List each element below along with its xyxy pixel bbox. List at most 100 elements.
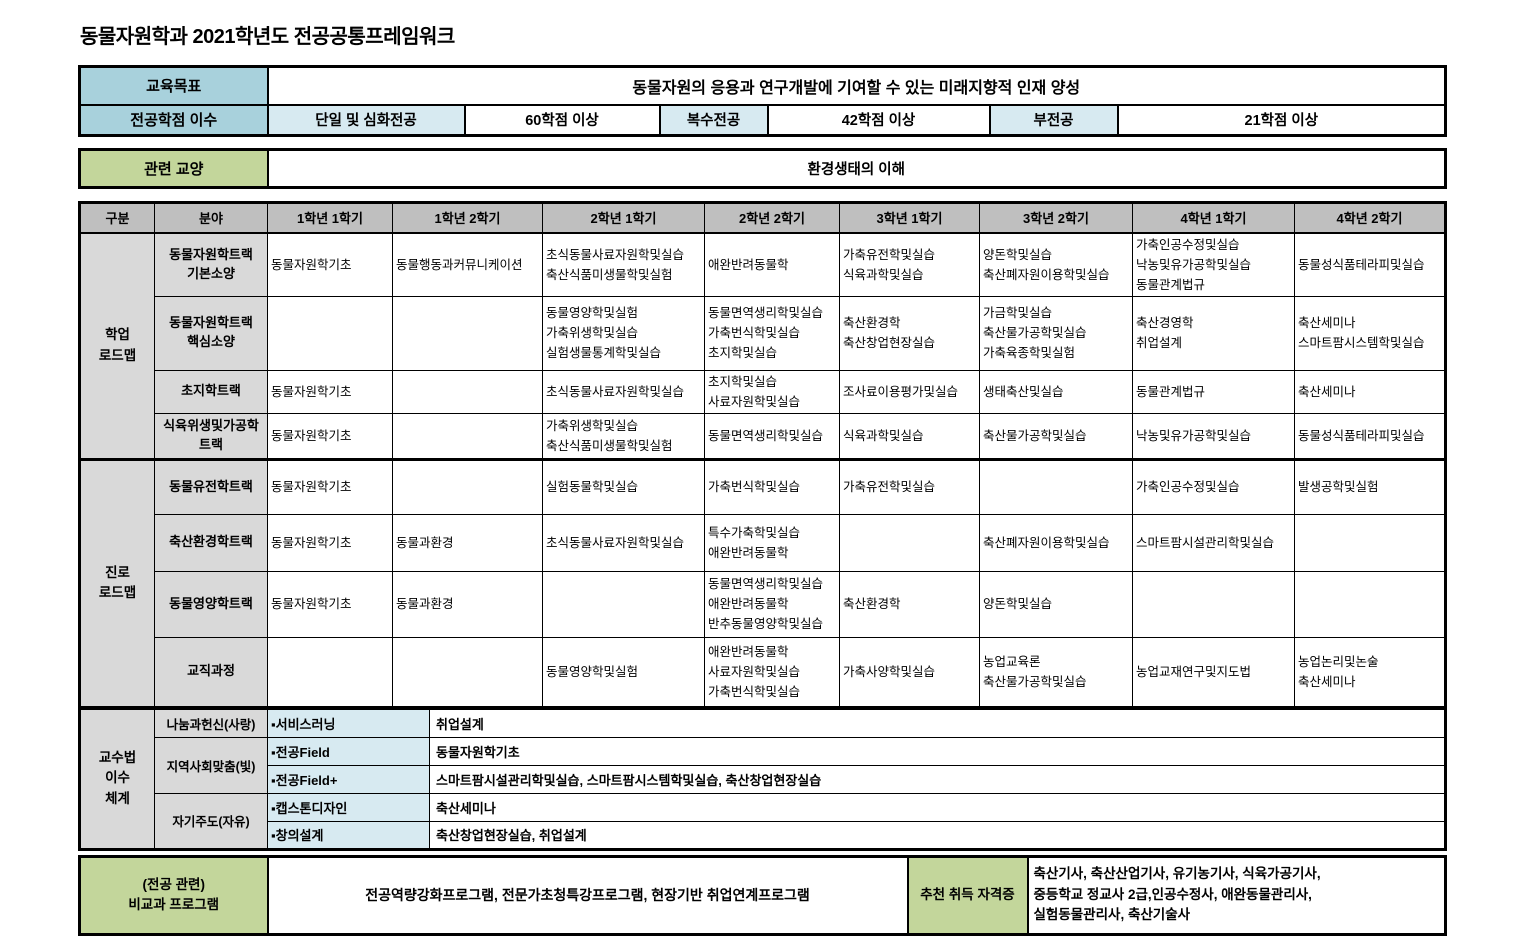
matrix-header-sem-2-2: 2학년 2학기 [704, 202, 840, 234]
course-cell [392, 295, 543, 371]
course-cell: 축산환경학 축산창업현장실습 [839, 295, 980, 371]
course-cell: 동물자원학기초 [267, 369, 393, 414]
course-cell [1294, 570, 1446, 638]
teaching-item: ▪캡스톤디자인 [267, 792, 430, 822]
course-cell [1294, 513, 1446, 572]
teaching-item: ▪전공Field+ [267, 764, 430, 794]
course-cell: 양돈학및실습 축산폐자원이용학및실습 [979, 232, 1133, 297]
course-cell: 양돈학및실습 [979, 570, 1133, 638]
cert-value: 축산기사, 축산산업기사, 유기농기사, 식육가공기사, 중등학교 정교사 2급… [1026, 855, 1447, 935]
course-cell: 동물관계법규 [1132, 369, 1295, 414]
credit-value-minor: 21학점 이상 [1116, 103, 1447, 137]
matrix-header-sem-1-1: 1학년 1학기 [267, 202, 393, 234]
course-cell: 발생공학및실험 [1294, 457, 1446, 515]
course-cell: 축산물가공학및실습 [979, 412, 1133, 460]
course-cell: 가축유전학및실습 [839, 457, 980, 515]
course-cell: 가축사양학및실습 [839, 636, 980, 708]
course-cell: 동물면역생리학및실습 애완반려동물학 반추동물영양학및실습 [704, 570, 840, 638]
credit-type-double: 복수전공 [658, 103, 769, 137]
course-cell: 농업교육론 축산물가공학및실습 [979, 636, 1133, 708]
credits-label: 전공학점 이수 [78, 103, 269, 137]
group-label-career-roadmap: 진로 로드맵 [79, 457, 155, 708]
course-cell: 축산세미나 스마트팜시스템학및실습 [1294, 295, 1446, 371]
teaching-category-community: 지역사회맞춤(빛) [154, 736, 268, 794]
course-cell: 동물자원학기초 [267, 457, 393, 515]
teaching-courses: 취업설계 [429, 708, 1446, 738]
course-cell: 동물영양학및실험 가축위생학및실습 실험생물통계학및실습 [542, 295, 705, 371]
teaching-courses: 축산창업현장실습, 취업설계 [429, 820, 1446, 850]
course-cell [979, 457, 1133, 515]
track-label: 초지학트랙 [154, 369, 268, 414]
matrix-header-sem-3-2: 3학년 2학기 [979, 202, 1133, 234]
course-cell: 동물자원학기초 [267, 570, 393, 638]
credit-type-minor: 부전공 [988, 103, 1119, 137]
course-cell: 초식동물사료자원학및실습 [542, 513, 705, 572]
goal-label: 교육목표 [78, 65, 269, 106]
credit-value-double: 42학점 이상 [766, 103, 991, 137]
matrix-header-sem-1-2: 1학년 2학기 [392, 202, 543, 234]
course-cell: 축산세미나 [1294, 369, 1446, 414]
teaching-category-self-directed: 자기주도(자유) [154, 792, 268, 850]
teaching-method-table: 교수법 이수 체계 나눔과헌신(사랑) ▪서비스러닝 취업설계 지역사회맞춤(빛… [78, 708, 1447, 851]
roadmap-matrix-table: 구분 분야 1학년 1학기 1학년 2학기 2학년 1학기 2학년 2학기 3학… [78, 201, 1447, 709]
course-cell [267, 295, 393, 371]
program-value: 전공역량강화프로그램, 전문가초청특강프로그램, 현장기반 취업연계프로그램 [266, 855, 909, 935]
teaching-courses: 스마트팜시설관리학및실습, 스마트팜시스템학및실습, 축산창업현장실습 [429, 764, 1446, 794]
course-cell: 낙농및유가공학및실습 [1132, 412, 1295, 460]
course-cell: 가축인공수정및실습 낙농및유가공학및실습 동물관계법규 [1132, 232, 1295, 297]
liberal-label: 관련 교양 [78, 148, 269, 189]
course-cell: 동물성식품테라피및실습 [1294, 412, 1446, 460]
course-cell [839, 513, 980, 572]
cert-label: 추천 취득 자격증 [906, 855, 1029, 935]
credit-value-single: 60학점 이상 [463, 103, 661, 137]
course-cell [267, 636, 393, 708]
track-label: 축산환경학트랙 [154, 513, 268, 572]
track-label: 식육위생및가공학 트랙 [154, 412, 268, 460]
track-label: 동물자원학트랙 핵심소양 [154, 295, 268, 371]
course-cell: 동물자원학기초 [267, 232, 393, 297]
matrix-header-field: 분야 [154, 202, 268, 234]
course-cell: 동물행동과커뮤니케이션 [392, 232, 543, 297]
teaching-item: ▪전공Field [267, 736, 430, 766]
course-cell: 초식동물사료자원학및실습 축산식품미생물학및실험 [542, 232, 705, 297]
course-cell: 가축인공수정및실습 [1132, 457, 1295, 515]
matrix-header-category: 구분 [79, 202, 155, 234]
course-cell: 동물면역생리학및실습 가축번식학및실습 초지학및실습 [704, 295, 840, 371]
matrix-header-sem-3-1: 3학년 1학기 [839, 202, 980, 234]
course-cell: 동물과환경 [392, 570, 543, 638]
course-cell: 축산환경학 [839, 570, 980, 638]
liberal-arts-table: 관련 교양 환경생태의 이해 [78, 148, 1447, 189]
matrix-header-sem-4-2: 4학년 2학기 [1294, 202, 1446, 234]
course-cell: 동물성식품테라피및실습 [1294, 232, 1446, 297]
teaching-item: ▪서비스러닝 [267, 708, 430, 738]
course-cell: 초지학및실습 사료자원학및실습 [704, 369, 840, 414]
course-cell [1132, 570, 1295, 638]
track-label: 동물영양학트랙 [154, 570, 268, 638]
matrix-header-sem-4-1: 4학년 1학기 [1132, 202, 1295, 234]
teaching-category-sharing: 나눔과헌신(사랑) [154, 708, 268, 738]
extracurricular-table: (전공 관련) 비교과 프로그램 전공역량강화프로그램, 전문가초청특강프로그램… [78, 854, 1447, 936]
course-cell: 동물면역생리학및실습 [704, 412, 840, 460]
course-cell [392, 412, 543, 460]
course-cell [392, 457, 543, 515]
course-cell: 초식동물사료자원학및실습 [542, 369, 705, 414]
goal-value: 동물자원의 응용과 연구개발에 기여할 수 있는 미래지향적 인재 양성 [266, 65, 1447, 106]
teaching-item: ▪창의설계 [267, 820, 430, 850]
course-cell [542, 570, 705, 638]
course-cell: 가축번식학및실습 [704, 457, 840, 515]
course-cell: 농업논리및논술 축산세미나 [1294, 636, 1446, 708]
course-cell: 농업교재연구및지도법 [1132, 636, 1295, 708]
teaching-courses: 축산세미나 [429, 792, 1446, 822]
program-label: (전공 관련) 비교과 프로그램 [78, 855, 269, 935]
course-cell [392, 636, 543, 708]
track-label: 교직과정 [154, 636, 268, 708]
course-cell: 축산폐자원이용학및실습 [979, 513, 1133, 572]
course-cell: 가축위생학및실습 축산식품미생물학및실험 [542, 412, 705, 460]
course-cell: 동물자원학기초 [267, 513, 393, 572]
course-cell: 동물자원학기초 [267, 412, 393, 460]
course-cell: 동물영양학및실험 [542, 636, 705, 708]
goal-credits-table: 교육목표 동물자원의 응용과 연구개발에 기여할 수 있는 미래지향적 인재 양… [78, 65, 1448, 137]
course-cell: 특수가축학및실습 애완반려동물학 [704, 513, 840, 572]
course-cell: 애완반려동물학 사료자원학및실습 가축번식학및실습 [704, 636, 840, 708]
